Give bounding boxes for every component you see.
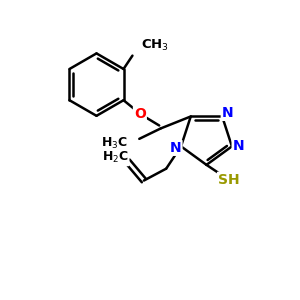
Text: H$_3$C: H$_3$C: [101, 136, 128, 151]
Text: SH: SH: [218, 173, 240, 187]
Text: N: N: [232, 140, 244, 153]
Text: CH$_3$: CH$_3$: [141, 38, 169, 53]
Text: N: N: [222, 106, 233, 120]
Text: N: N: [170, 141, 182, 155]
Text: O: O: [134, 106, 146, 121]
Text: H$_2$C: H$_2$C: [102, 150, 128, 165]
